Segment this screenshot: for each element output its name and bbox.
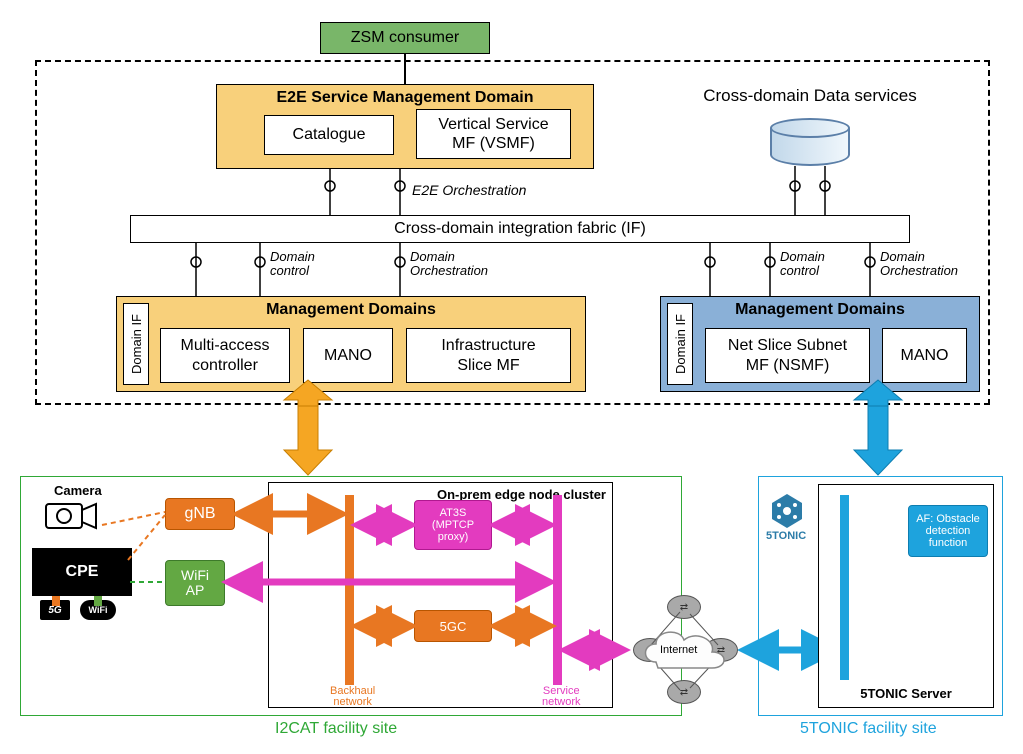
tonic-bus (840, 495, 849, 680)
af-label: AF: Obstacle detection function (916, 513, 980, 549)
internet-label: Internet (660, 644, 697, 656)
tonic-logo-text: 5TONIC (766, 530, 806, 542)
server-label: 5TONIC Server (860, 686, 952, 701)
af-box: AF: Obstacle detection function (908, 505, 988, 557)
tonic-logo-icon (768, 492, 806, 530)
